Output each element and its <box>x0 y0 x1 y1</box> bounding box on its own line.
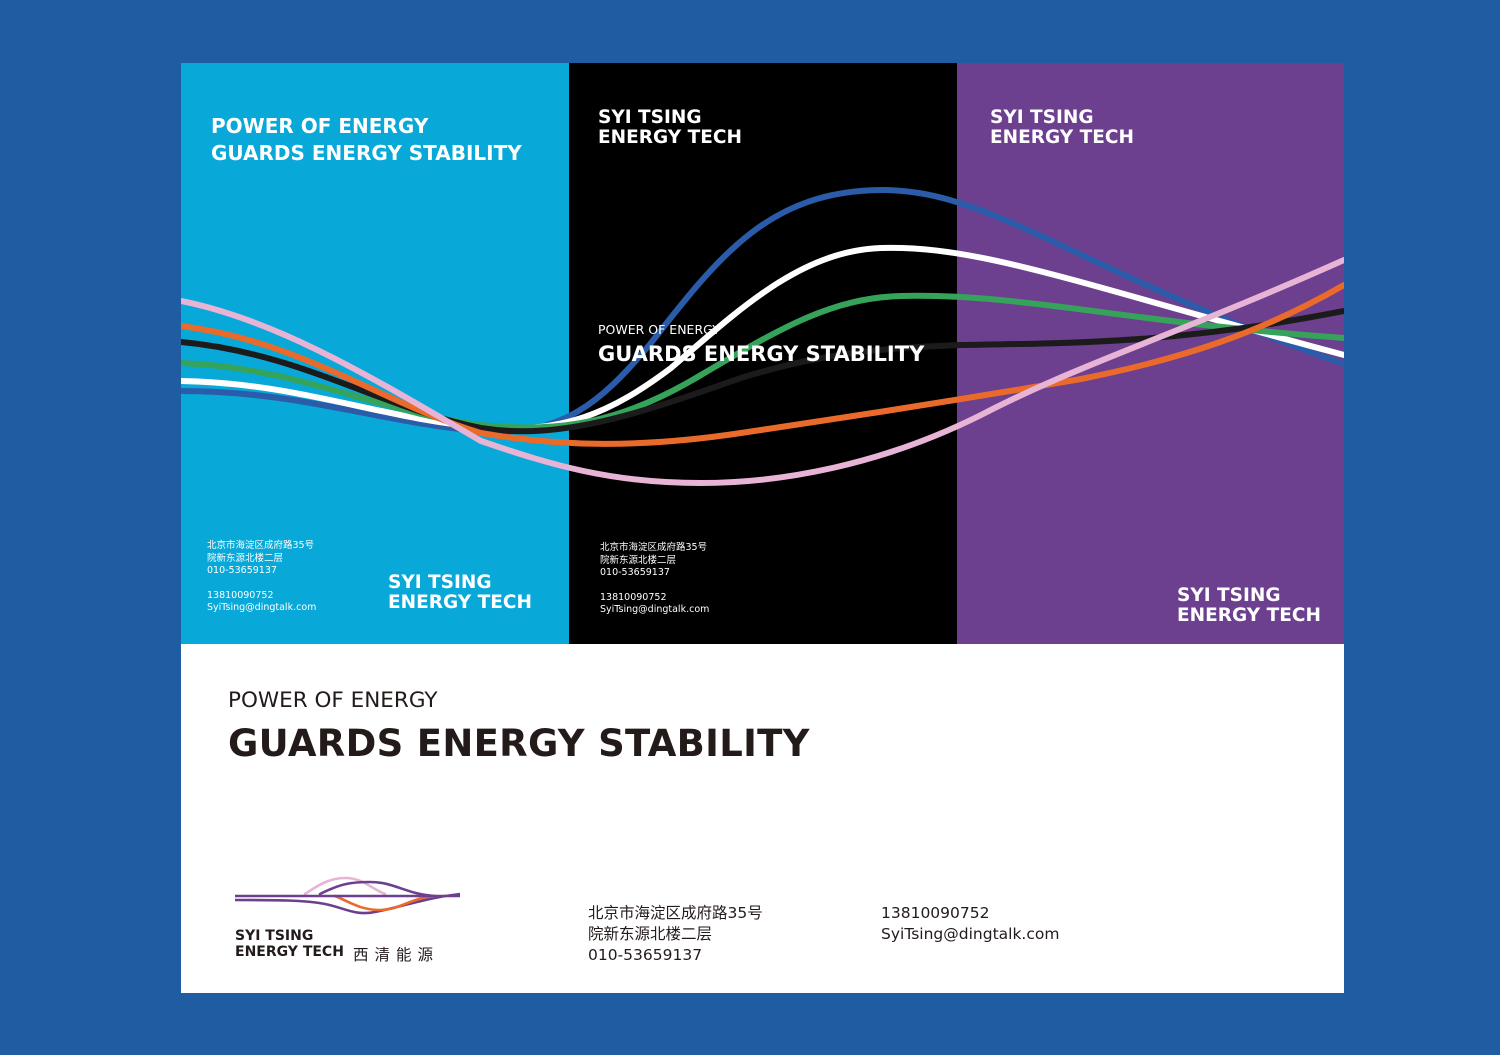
black-mobile: 13810090752 <box>600 591 667 603</box>
footer-address-block: 北京市海淀区成府路35号 院新东源北楼二层 010-53659137 <box>588 903 763 966</box>
logo-wordmark: SYI TSING ENERGY TECH <box>235 928 344 960</box>
blue-email: SyiTsing@dingtalk.com <box>207 602 317 613</box>
logo-wave-pink <box>303 876 387 896</box>
wave-pink <box>181 257 1344 487</box>
black-brand-line2: ENERGY TECH <box>598 127 742 148</box>
black-brand: SYI TSING ENERGY TECH <box>598 108 742 148</box>
purple-brand-bottom-line2: ENERGY TECH <box>1177 605 1321 626</box>
footer-slogan-main: GUARDS ENERGY STABILITY <box>228 722 810 765</box>
wave-green <box>181 292 1344 431</box>
blue-brand-line1: SYI TSING <box>388 572 492 593</box>
brochure-sheet: POWER OF ENERGY GUARDS ENERGY STABILITY … <box>181 63 1344 993</box>
wave-blue <box>181 186 1344 435</box>
logo-chinese-name: 西清能源 <box>353 946 440 964</box>
purple-brand-top-line1: SYI TSING <box>990 107 1094 128</box>
logo-wave-purple-upper <box>318 880 437 898</box>
black-slogan-small: POWER OF ENERGY <box>598 322 720 337</box>
wave-white <box>181 244 1344 432</box>
footer-address-line1: 北京市海淀区成府路35号 <box>588 904 763 922</box>
black-slogan-main: GUARDS ENERGY STABILITY <box>598 342 925 366</box>
footer-phone: 010-53659137 <box>588 946 703 964</box>
black-email: SyiTsing@dingtalk.com <box>600 604 710 615</box>
blue-slogan-line2: GUARDS ENERGY STABILITY <box>211 141 522 165</box>
footer-contact-block: 13810090752 SyiTsing@dingtalk.com <box>881 903 1059 945</box>
purple-brand-top: SYI TSING ENERGY TECH <box>990 108 1134 148</box>
wave-black <box>181 308 1344 435</box>
logo-wave-orange <box>333 894 437 912</box>
logo-line1: SYI TSING <box>235 928 314 944</box>
footer-mobile: 13810090752 <box>881 904 990 922</box>
wave-orange <box>181 282 1344 447</box>
energy-waves-graphic <box>181 186 1344 487</box>
blue-contact-block: 北京市海淀区成府路35号 院新东源北楼二层 010-53659137 13810… <box>207 540 316 615</box>
purple-brand-bottom-line1: SYI TSING <box>1177 585 1281 606</box>
logo-line2: ENERGY TECH <box>235 944 344 960</box>
purple-brand-bottom: SYI TSING ENERGY TECH <box>1177 586 1321 626</box>
blue-slogan-line1: POWER OF ENERGY <box>211 114 429 138</box>
purple-panel <box>957 63 1344 644</box>
white-footer-panel: POWER OF ENERGY GUARDS ENERGY STABILITY … <box>181 644 1344 993</box>
blue-phone: 010-53659137 <box>207 565 277 576</box>
black-address-line2: 院新东源北楼二层 <box>600 554 677 566</box>
blue-slogan: POWER OF ENERGY GUARDS ENERGY STABILITY <box>211 113 522 167</box>
black-contact-block: 北京市海淀区成府路35号 院新东源北楼二层 010-53659137 13810… <box>600 542 709 617</box>
purple-brand-top-line2: ENERGY TECH <box>990 127 1134 148</box>
blue-mobile: 13810090752 <box>207 589 274 601</box>
black-panel <box>569 63 957 644</box>
footer-address-line2: 院新东源北楼二层 <box>588 925 713 943</box>
logo-wave-purple-lower <box>235 892 460 915</box>
blue-address-line1: 北京市海淀区成府路35号 <box>207 540 315 551</box>
footer-email: SyiTsing@dingtalk.com <box>881 925 1060 943</box>
blue-brand: SYI TSING ENERGY TECH <box>388 573 532 613</box>
black-address-line1: 北京市海淀区成府路35号 <box>600 542 708 553</box>
black-brand-line1: SYI TSING <box>598 107 702 128</box>
blue-address-line2: 院新东源北楼二层 <box>207 552 284 564</box>
black-phone: 010-53659137 <box>600 567 670 578</box>
blue-brand-line2: ENERGY TECH <box>388 592 532 613</box>
footer-slogan-small: POWER OF ENERGY <box>228 688 438 713</box>
wave-logo-icon <box>235 876 460 915</box>
